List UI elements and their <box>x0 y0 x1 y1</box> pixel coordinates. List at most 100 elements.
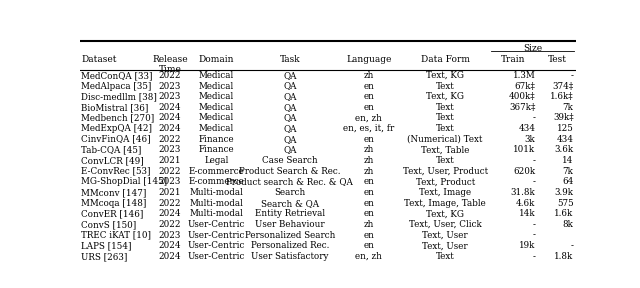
Text: Text, KG: Text, KG <box>426 209 464 218</box>
Text: 2024: 2024 <box>159 113 181 122</box>
Text: Case Search: Case Search <box>262 156 317 165</box>
Text: Multi-modal: Multi-modal <box>189 209 243 218</box>
Text: Text: Text <box>436 156 454 165</box>
Text: 2022: 2022 <box>159 71 181 80</box>
Text: 14: 14 <box>562 156 573 165</box>
Text: zh: zh <box>364 156 374 165</box>
Text: zh: zh <box>364 145 374 154</box>
Text: User-Centric: User-Centric <box>188 230 245 240</box>
Text: Tab-CQA [45]: Tab-CQA [45] <box>81 145 142 154</box>
Text: 367k‡: 367k‡ <box>509 103 536 112</box>
Text: 3.6k: 3.6k <box>554 145 573 154</box>
Text: 2022: 2022 <box>159 135 181 144</box>
Text: 1.6k: 1.6k <box>554 209 573 218</box>
Text: Task: Task <box>280 54 300 64</box>
Text: 1.8k: 1.8k <box>554 252 573 261</box>
Text: Finance: Finance <box>198 145 234 154</box>
Text: TREC iKAT [10]: TREC iKAT [10] <box>81 230 152 240</box>
Text: 2022: 2022 <box>159 167 181 176</box>
Text: Personalized Rec.: Personalized Rec. <box>251 241 329 250</box>
Text: 434: 434 <box>518 124 536 133</box>
Text: Entity Retrieval: Entity Retrieval <box>255 209 325 218</box>
Text: 2022: 2022 <box>159 220 181 229</box>
Text: QA: QA <box>283 145 296 154</box>
Text: -: - <box>532 177 536 186</box>
Text: Medical: Medical <box>198 124 234 133</box>
Text: 125: 125 <box>557 124 573 133</box>
Text: Text, Product: Text, Product <box>415 177 475 186</box>
Text: 8k: 8k <box>563 220 573 229</box>
Text: Text: Text <box>436 124 454 133</box>
Text: QA: QA <box>283 71 296 80</box>
Text: User-Centric: User-Centric <box>188 252 245 261</box>
Text: 2024: 2024 <box>159 241 181 250</box>
Text: 39k‡: 39k‡ <box>553 113 573 122</box>
Text: Text, KG: Text, KG <box>426 71 464 80</box>
Text: Text, Table: Text, Table <box>421 145 469 154</box>
Text: 67k‡: 67k‡ <box>515 82 536 90</box>
Text: 14k: 14k <box>519 209 536 218</box>
Text: Train: Train <box>501 54 525 64</box>
Text: 434: 434 <box>557 135 573 144</box>
Text: BioMistral [36]: BioMistral [36] <box>81 103 149 112</box>
Text: en: en <box>364 82 374 90</box>
Text: en: en <box>364 241 374 250</box>
Text: Finance: Finance <box>198 135 234 144</box>
Text: 101k: 101k <box>513 145 536 154</box>
Text: Text, Image: Text, Image <box>419 188 471 197</box>
Text: MMconv [147]: MMconv [147] <box>81 188 147 197</box>
Text: ConvS [150]: ConvS [150] <box>81 220 137 229</box>
Text: User Behaviour: User Behaviour <box>255 220 324 229</box>
Text: Text: Text <box>436 113 454 122</box>
Text: Personalized Search: Personalized Search <box>244 230 335 240</box>
Text: 4.6k: 4.6k <box>516 199 536 208</box>
Text: 2021: 2021 <box>159 188 181 197</box>
Text: Text, KG: Text, KG <box>426 92 464 101</box>
Text: User Satisfactory: User Satisfactory <box>251 252 328 261</box>
Text: 2023: 2023 <box>159 230 181 240</box>
Text: zh: zh <box>364 71 374 80</box>
Text: en: en <box>364 209 374 218</box>
Text: en: en <box>364 199 374 208</box>
Text: Search & QA: Search & QA <box>260 199 319 208</box>
Text: QA: QA <box>283 124 296 133</box>
Text: -: - <box>532 252 536 261</box>
Text: en: en <box>364 135 374 144</box>
Text: Legal: Legal <box>204 156 228 165</box>
Text: Size: Size <box>523 44 542 53</box>
Text: Search: Search <box>274 188 305 197</box>
Text: MG-ShopDial [145]: MG-ShopDial [145] <box>81 177 168 186</box>
Text: Text: Text <box>436 103 454 112</box>
Text: Product Search & Rec.: Product Search & Rec. <box>239 167 340 176</box>
Text: Disc-medllm [38]: Disc-medllm [38] <box>81 92 157 101</box>
Text: zh: zh <box>364 167 374 176</box>
Text: 2024: 2024 <box>159 124 181 133</box>
Text: 2023: 2023 <box>159 82 181 90</box>
Text: Dataset: Dataset <box>81 54 117 64</box>
Text: MMcoqa [148]: MMcoqa [148] <box>81 199 147 208</box>
Text: 7k: 7k <box>563 103 573 112</box>
Text: 2024: 2024 <box>159 252 181 261</box>
Text: User-Centric: User-Centric <box>188 220 245 229</box>
Text: Text, Image, Table: Text, Image, Table <box>404 199 486 208</box>
Text: Release
Time: Release Time <box>152 54 188 74</box>
Text: Text: Text <box>436 252 454 261</box>
Text: 374‡: 374‡ <box>552 82 573 90</box>
Text: Multi-modal: Multi-modal <box>189 188 243 197</box>
Text: Text, User, Click: Text, User, Click <box>409 220 481 229</box>
Text: QA: QA <box>283 113 296 122</box>
Text: Medical: Medical <box>198 71 234 80</box>
Text: E-commerce: E-commerce <box>188 167 244 176</box>
Text: User-Centric: User-Centric <box>188 241 245 250</box>
Text: Text, User: Text, User <box>422 241 468 250</box>
Text: Text, User: Text, User <box>422 230 468 240</box>
Text: 2022: 2022 <box>159 199 181 208</box>
Text: Medical: Medical <box>198 113 234 122</box>
Text: -: - <box>532 220 536 229</box>
Text: Product search & Rec. & QA: Product search & Rec. & QA <box>227 177 353 186</box>
Text: 2024: 2024 <box>159 103 181 112</box>
Text: -: - <box>532 113 536 122</box>
Text: 31.8k: 31.8k <box>511 188 536 197</box>
Text: MedConQA [33]: MedConQA [33] <box>81 71 153 80</box>
Text: 7k: 7k <box>563 167 573 176</box>
